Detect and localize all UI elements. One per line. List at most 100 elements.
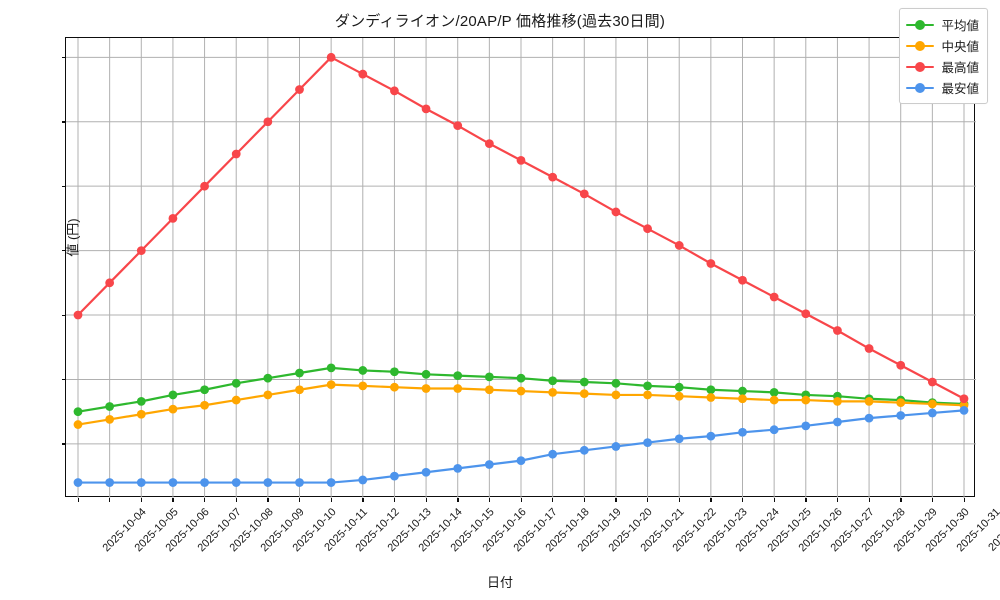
data-point (579, 189, 589, 199)
x-tick-mark (742, 498, 744, 502)
data-point (516, 373, 526, 383)
y-tick-mark (62, 443, 66, 445)
y-tick-mark (62, 250, 66, 252)
data-point (516, 386, 526, 396)
data-point (548, 376, 558, 386)
data-point (295, 385, 304, 395)
y-tick-mark (62, 121, 66, 123)
data-point (484, 460, 494, 469)
data-point (643, 438, 652, 447)
data-point (927, 399, 937, 409)
y-axis-label: 値 (円) (65, 218, 81, 257)
data-point (326, 363, 336, 373)
x-tick-mark (77, 498, 79, 502)
data-point (611, 442, 621, 451)
data-point (200, 385, 209, 395)
data-point (105, 415, 115, 424)
legend-item-1[interactable]: 中央値 (906, 35, 979, 56)
data-point (706, 393, 716, 402)
legend-item-0[interactable]: 平均値 (906, 14, 979, 35)
data-point (643, 381, 652, 391)
data-point (674, 434, 684, 444)
legend-item-3[interactable]: 最安値 (906, 77, 979, 98)
data-point (611, 207, 621, 217)
chart-legend[interactable]: 平均値中央値 最高値最安値 (899, 8, 988, 104)
data-point (73, 407, 83, 417)
data-point (706, 431, 716, 441)
x-tick-mark (457, 498, 459, 502)
data-point (263, 390, 273, 400)
data-point (168, 478, 178, 487)
legend-label: 最安値 (941, 82, 979, 96)
x-tick-mark (172, 498, 174, 502)
data-point (769, 387, 779, 397)
data-point (801, 395, 811, 405)
data-point (231, 395, 241, 405)
x-tick-mark (204, 498, 206, 502)
data-point (295, 368, 304, 378)
data-point (136, 246, 146, 256)
data-point (390, 367, 399, 377)
data-point (358, 475, 368, 485)
data-point (516, 156, 526, 165)
data-point (927, 377, 937, 387)
data-point (390, 382, 399, 392)
data-point (168, 404, 178, 414)
legend-item-2[interactable]: 最高値 (906, 56, 979, 77)
series-lines (73, 52, 969, 487)
data-point (326, 380, 336, 390)
data-point (105, 402, 115, 411)
data-point (674, 391, 684, 401)
data-point (738, 394, 747, 404)
data-point (801, 421, 811, 431)
x-tick-mark (805, 498, 807, 502)
legend-label: 平均値 (941, 19, 979, 33)
data-point (358, 381, 368, 391)
data-point (864, 344, 874, 353)
legend-marker-icon (906, 39, 935, 53)
data-point (263, 117, 273, 127)
data-point (959, 405, 969, 415)
x-tick-mark (678, 498, 680, 502)
data-point (674, 241, 684, 250)
data-point (896, 398, 906, 408)
x-tick-mark (963, 498, 965, 502)
data-point (73, 478, 83, 487)
y-tick-mark (62, 378, 66, 381)
data-point (358, 366, 368, 375)
x-tick-mark (299, 498, 301, 502)
legend-marker-icon (906, 60, 935, 74)
chart-title: ダンディライオン/20AP/P 価格推移(過去30日間) (334, 13, 666, 30)
data-point (738, 386, 747, 396)
data-point (421, 369, 431, 379)
legend-marker-icon (906, 18, 935, 32)
data-point (231, 478, 241, 487)
data-point (73, 310, 83, 320)
data-point (864, 413, 874, 423)
data-point (864, 396, 874, 406)
data-point (896, 411, 906, 420)
data-point (959, 394, 969, 404)
data-point (326, 52, 336, 62)
data-point (453, 463, 463, 473)
data-point (579, 389, 589, 399)
data-point (231, 149, 241, 159)
legend-marker-icon (906, 81, 935, 95)
x-axis-label: 日付 (486, 575, 513, 590)
data-point (611, 390, 621, 400)
x-tick-mark (425, 498, 427, 502)
data-point (453, 121, 463, 131)
x-tick-mark (868, 498, 870, 502)
data-point (769, 395, 779, 405)
data-point (421, 104, 431, 114)
data-point (516, 456, 526, 466)
data-point (136, 409, 146, 419)
data-point (706, 259, 716, 268)
data-point (769, 425, 779, 435)
x-tick-mark (583, 498, 586, 502)
x-tick-mark (552, 498, 554, 502)
x-tick-mark (140, 498, 143, 502)
y-tick-mark (62, 314, 66, 316)
data-point (421, 467, 431, 477)
